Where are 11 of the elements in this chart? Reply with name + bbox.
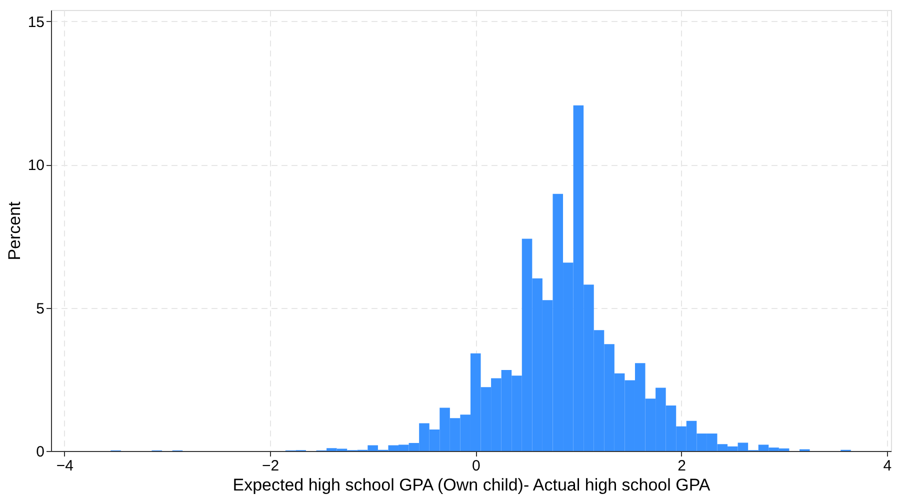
y-tick-label: 10: [28, 157, 44, 174]
y-tick-label: 0: [36, 444, 44, 460]
y-tick-label: 15: [28, 14, 44, 31]
x-tick-label: 2: [678, 458, 686, 474]
x-tick-label: −4: [56, 458, 74, 474]
x-axis-title: Expected high school GPA (Own child)- Actual high school GPA: [232, 476, 711, 494]
y-axis-title: Percent: [4, 201, 24, 260]
y-tick-label: 5: [36, 300, 44, 318]
x-tick-label: 0: [472, 458, 480, 474]
x-tick-label: −2: [262, 458, 280, 474]
x-tick-label: 4: [883, 458, 892, 474]
